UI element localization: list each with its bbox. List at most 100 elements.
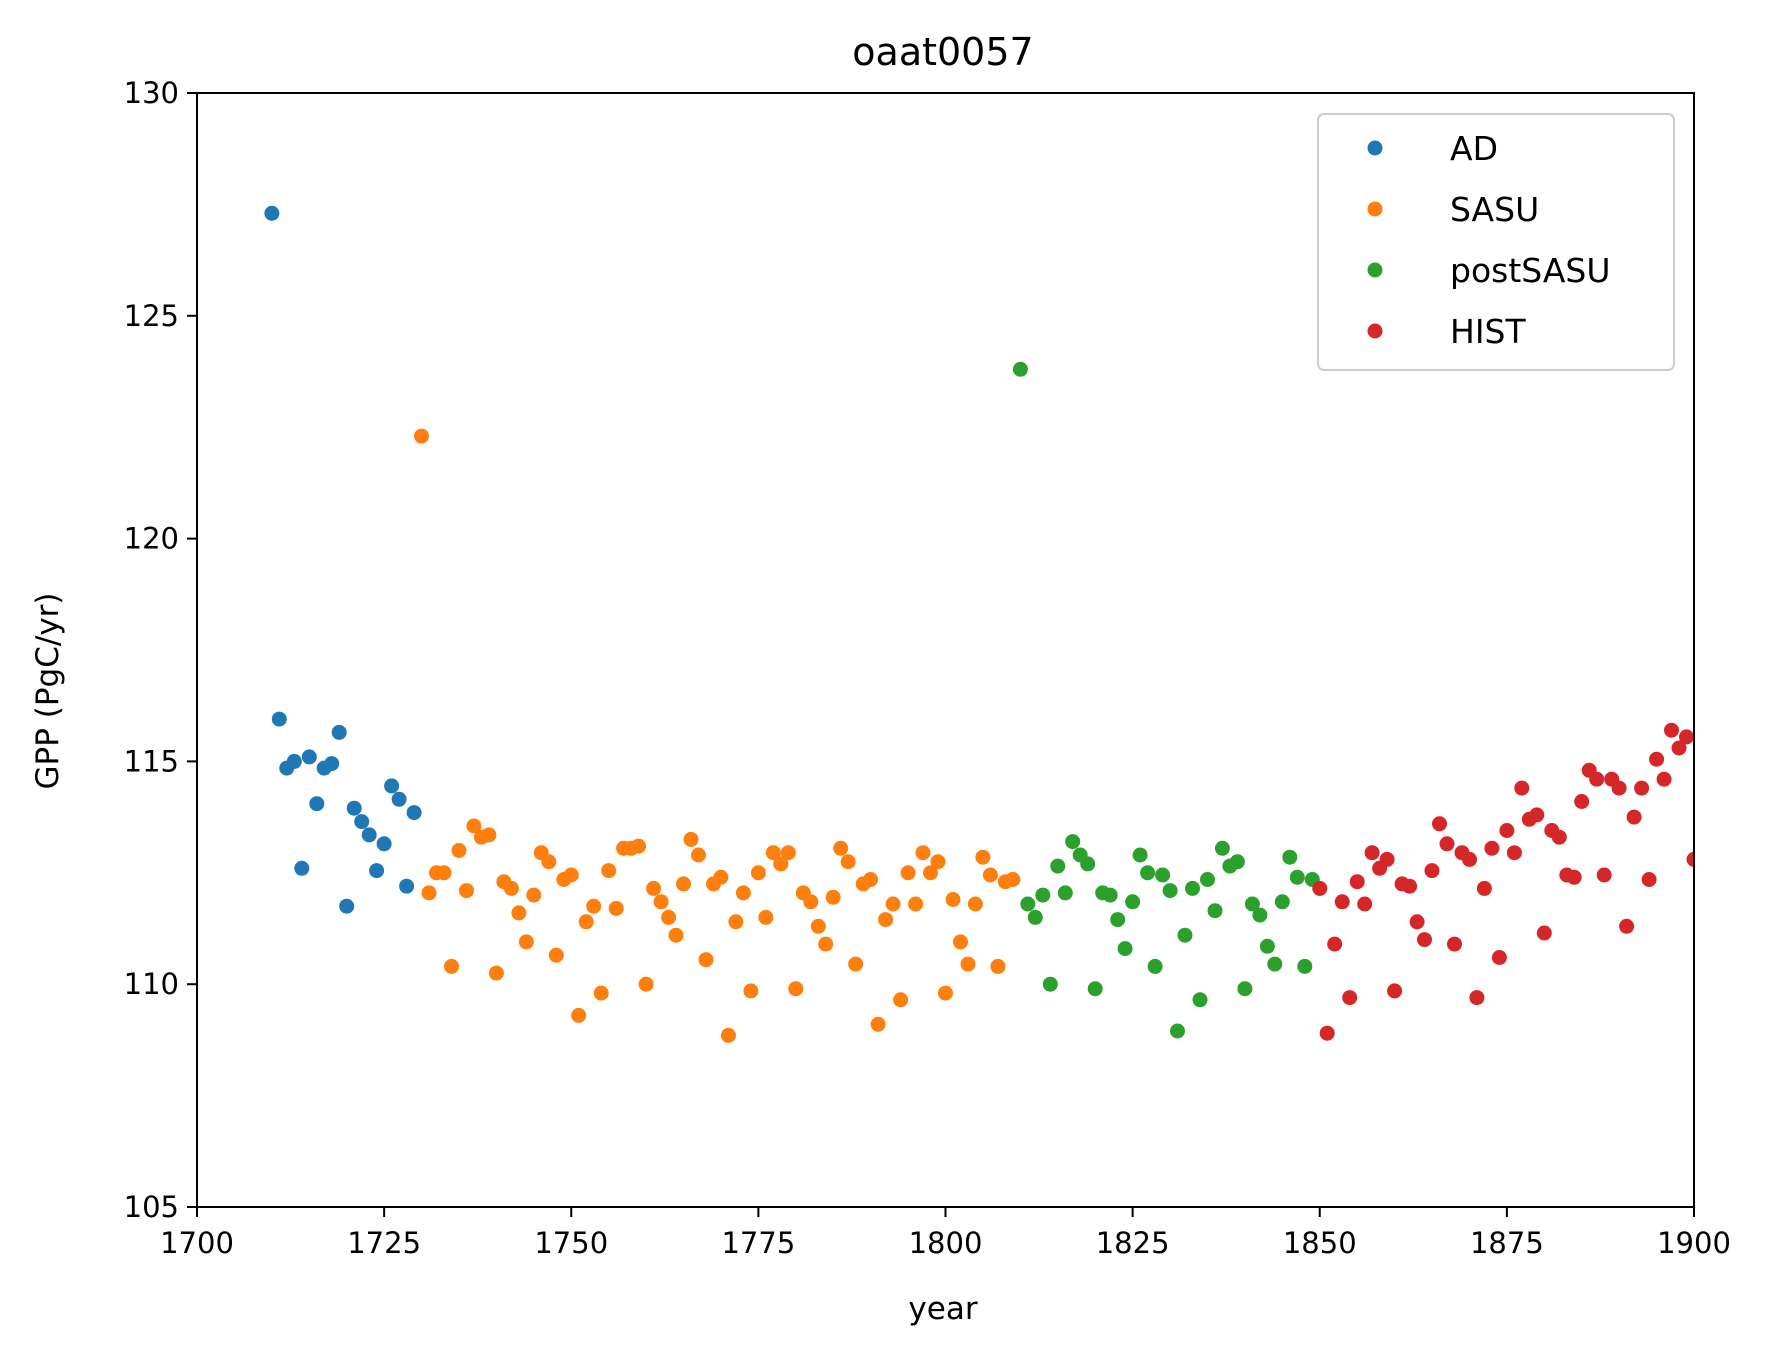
- data-point-postsasu: [1244, 896, 1260, 912]
- legend-marker-hist: [1367, 323, 1383, 339]
- data-point-ad: [361, 827, 377, 843]
- data-point-sasu: [668, 927, 684, 943]
- data-point-postsasu: [1274, 894, 1290, 910]
- data-point-postsasu: [1110, 912, 1126, 928]
- data-point-sasu: [750, 865, 766, 881]
- data-point-ad: [384, 778, 400, 794]
- data-point-sasu: [975, 849, 991, 865]
- legend-marker-ad: [1367, 140, 1383, 156]
- data-point-hist: [1417, 932, 1432, 948]
- data-point-sasu: [1005, 872, 1021, 887]
- data-point-postsasu: [1200, 872, 1215, 887]
- data-point-sasu: [586, 898, 602, 914]
- data-point-hist: [1506, 845, 1522, 861]
- data-point-hist: [1499, 823, 1515, 838]
- x-axis-label: year: [908, 1291, 977, 1327]
- data-point-sasu: [720, 1027, 736, 1043]
- data-point-sasu: [646, 880, 662, 896]
- data-point-postsasu: [1080, 856, 1096, 872]
- data-point-hist: [1596, 867, 1612, 883]
- data-point-ad: [301, 749, 317, 765]
- data-point-hist: [1424, 863, 1440, 879]
- data-point-sasu: [967, 896, 983, 912]
- data-point-hist: [1671, 740, 1687, 756]
- data-point-sasu: [728, 914, 744, 930]
- data-point-postsasu: [1087, 981, 1103, 997]
- data-point-sasu: [526, 887, 542, 903]
- data-point-postsasu: [1297, 958, 1313, 974]
- data-point-sasu: [601, 863, 617, 879]
- data-point-hist: [1686, 851, 1694, 867]
- data-point-postsasu: [1042, 976, 1058, 992]
- data-point-sasu: [518, 934, 534, 950]
- data-point-sasu: [451, 843, 467, 858]
- data-point-sasu: [541, 854, 557, 870]
- data-point-postsasu: [1170, 1023, 1185, 1039]
- data-point-postsasu: [1020, 896, 1036, 912]
- data-point-sasu: [713, 869, 729, 885]
- data-point-hist: [1357, 896, 1373, 912]
- data-point-hist: [1589, 771, 1605, 787]
- data-point-hist: [1447, 936, 1462, 952]
- x-tick-label: 1825: [1096, 1226, 1170, 1260]
- data-point-hist: [1641, 872, 1657, 887]
- y-axis-label: GPP (PgC/yr): [30, 592, 66, 789]
- data-point-sasu: [503, 880, 519, 896]
- data-point-sasu: [421, 885, 437, 901]
- data-point-sasu: [661, 909, 677, 925]
- data-point-hist: [1679, 729, 1694, 745]
- data-point-sasu: [698, 952, 714, 968]
- data-point-hist: [1387, 983, 1403, 999]
- data-point-hist: [1432, 816, 1447, 832]
- y-tick-label: 130: [124, 76, 179, 110]
- data-point-sasu: [953, 934, 968, 950]
- data-point-sasu: [893, 992, 909, 1008]
- data-point-sasu: [803, 894, 819, 910]
- data-point-sasu: [773, 856, 789, 872]
- data-point-postsasu: [1065, 834, 1081, 850]
- legend-label-sasu: SASU: [1450, 190, 1539, 229]
- data-point-postsasu: [1192, 992, 1208, 1008]
- data-point-sasu: [915, 845, 931, 861]
- data-point-hist: [1319, 1025, 1335, 1041]
- data-point-ad: [369, 863, 385, 879]
- data-point-hist: [1529, 807, 1545, 823]
- data-point-postsasu: [1117, 941, 1133, 957]
- axis-ticks: 1700 1725 1750 1775 1800 1825 1850 1875 1900 105 1…: [124, 76, 1731, 1260]
- data-point-postsasu: [1252, 907, 1268, 923]
- data-point-sasu: [676, 876, 691, 892]
- data-point-hist: [1626, 809, 1642, 825]
- data-point-postsasu: [1125, 894, 1141, 910]
- data-point-hist: [1349, 874, 1365, 890]
- data-point-ad: [294, 860, 310, 876]
- data-point-postsasu: [1027, 909, 1043, 925]
- data-point-postsasu: [1102, 887, 1118, 903]
- data-point-sasu: [436, 865, 452, 881]
- data-point-postsasu: [1207, 903, 1223, 919]
- data-point-hist: [1649, 751, 1665, 767]
- data-point-postsasu: [1050, 858, 1066, 874]
- data-point-hist: [1664, 722, 1679, 738]
- data-point-sasu: [870, 1016, 886, 1032]
- x-tick-label: 1725: [347, 1226, 421, 1260]
- data-point-sasu: [930, 854, 946, 870]
- data-point-postsasu: [1162, 883, 1178, 899]
- data-point-sasu: [571, 1007, 587, 1023]
- data-point-sasu: [459, 883, 474, 899]
- legend: AD SASU postSASU HIST: [1317, 113, 1675, 371]
- data-point-hist: [1334, 894, 1350, 910]
- data-point-postsasu: [1259, 938, 1275, 954]
- y-tick-label: 110: [124, 967, 179, 1001]
- data-point-hist: [1611, 780, 1627, 796]
- data-point-hist: [1536, 925, 1552, 941]
- x-tick-label: 1800: [909, 1226, 983, 1260]
- data-point-sasu: [810, 918, 826, 934]
- data-point-postsasu: [1012, 361, 1028, 377]
- data-point-sasu: [938, 985, 953, 1001]
- y-tick-label: 120: [124, 522, 179, 556]
- data-point-sasu: [466, 818, 482, 834]
- chart-title: oaat0057: [852, 30, 1033, 74]
- data-point-sasu: [444, 958, 459, 974]
- data-point-postsasu: [1229, 854, 1245, 870]
- data-point-sasu: [743, 983, 759, 999]
